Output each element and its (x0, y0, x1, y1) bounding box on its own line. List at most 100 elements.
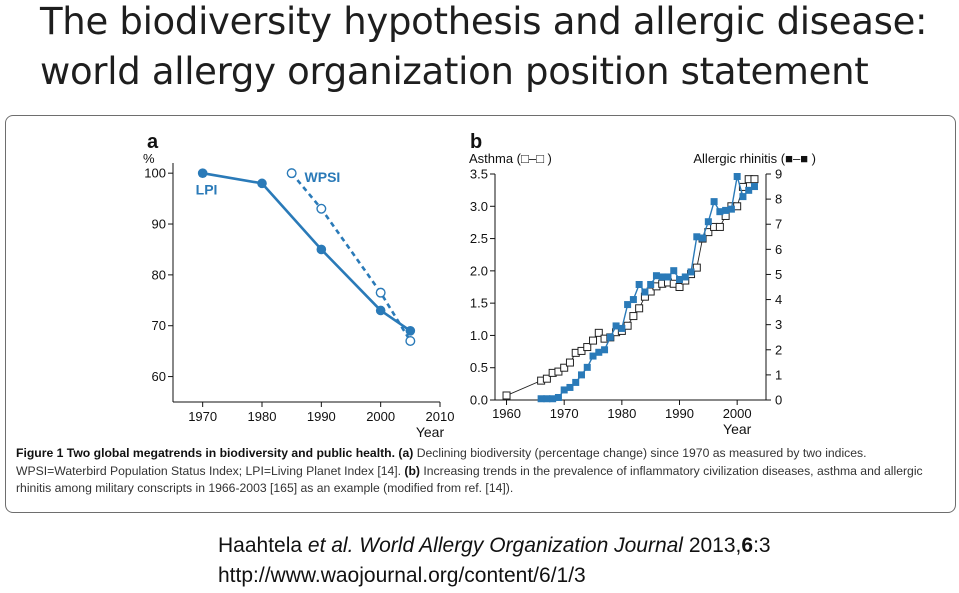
panel-a-y-tick-label: 100 (144, 166, 166, 181)
asthma-point (583, 343, 592, 352)
rhinitis-axis-tick-label: 3 (775, 317, 782, 332)
panel-a-ylabel: % (143, 151, 155, 166)
rhinitis-axis-tick-label: 2 (775, 342, 782, 357)
panel-b-x-tick-label: 1990 (665, 406, 694, 421)
panel-b-x-tick-label: 2000 (723, 406, 752, 421)
citation: Haahtela et al. World Allergy Organizati… (218, 534, 771, 558)
asthma-point (502, 391, 511, 400)
panel-b-x-tick-label: 1980 (607, 406, 636, 421)
rhinitis-point (595, 348, 603, 356)
caption-a-text: Declining biodiversity (percentage chang… (16, 446, 867, 478)
panel-a-x-tick-label: 1990 (307, 409, 336, 424)
rhinitis-axis-tick-label: 8 (775, 192, 782, 207)
asthma-point (594, 328, 603, 337)
lpi-point (375, 305, 386, 316)
rhinitis-axis-label: Allergic rhinitis (■–■ ) (693, 151, 816, 166)
rhinitis-point (537, 395, 545, 403)
lpi-point (197, 168, 208, 178)
wpsi-point (405, 335, 416, 346)
rhinitis-point (572, 378, 580, 386)
asthma-axis-tick-label: 3.5 (470, 167, 488, 182)
rhinitis-point (647, 280, 655, 288)
caption-b-text: Increasing trends in the prevalence of i… (16, 463, 923, 496)
asthma-point (565, 358, 574, 367)
asthma-axis-label: Asthma (□–□ ) (469, 151, 552, 166)
rhinitis-axis-tick-label: 5 (775, 267, 782, 282)
asthma-axis-tick-label: 0.5 (470, 360, 488, 375)
panel-a-y-tick-label: 60 (152, 369, 166, 384)
rhinitis-axis-tick-label: 0 (775, 393, 782, 408)
figure-caption: Figure 1 Two global megatrends in biodiv… (16, 445, 951, 498)
wpsi-series-label: WPSI (305, 169, 341, 185)
rhinitis-axis-tick-label: 4 (775, 292, 782, 307)
rhinitis-point (635, 280, 643, 288)
slide-title-line-2: world allergy organization position stat… (40, 50, 869, 93)
rhinitis-point (722, 206, 730, 214)
lpi-series-label: LPI (196, 182, 218, 198)
panel-b-xlabel: Year (723, 421, 752, 437)
rhinitis-axis-tick-label: 1 (775, 367, 782, 382)
rhinitis-point (676, 275, 684, 283)
asthma-axis-tick-label: 3.0 (470, 199, 488, 214)
caption-a-label: (a) (398, 446, 414, 460)
citation-url[interactable]: http://www.waojournal.org/content/6/1/3 (218, 564, 586, 587)
panel-a-x-tick-label: 2010 (426, 409, 455, 424)
rhinitis-point (566, 383, 574, 391)
rhinitis-point (601, 346, 609, 354)
rhinitis-point (589, 352, 597, 360)
asthma-point (629, 312, 638, 321)
citation-authors: Haahtela (218, 534, 303, 557)
figure-frame (5, 115, 956, 513)
asthma-point (560, 363, 569, 372)
asthma-point (635, 304, 644, 313)
rhinitis-point (560, 386, 568, 394)
panel-a-label: a (147, 131, 159, 153)
rhinitis-axis-tick-label: 7 (775, 217, 782, 232)
caption-b-label: (b) (404, 463, 420, 478)
rhinitis-point (583, 363, 591, 371)
slide-title-line-1: The biodiversity hypothesis and allergic… (40, 0, 928, 43)
rhinitis-point (745, 186, 753, 194)
asthma-point (692, 263, 701, 272)
rhinitis-point (606, 333, 614, 341)
rhinitis-point (716, 208, 724, 216)
citation-issue: :3 (753, 534, 771, 557)
lpi-point (257, 178, 267, 189)
rhinitis-axis-tick-label: 9 (775, 167, 782, 182)
rhinitis-point (658, 273, 666, 281)
rhinitis-point (629, 296, 637, 304)
panel-a-y-tick-label: 90 (152, 217, 166, 232)
asthma-point (715, 222, 724, 231)
rhinitis-point (652, 272, 660, 280)
asthma-point (675, 283, 684, 291)
panel-a-y-tick-label: 70 (152, 318, 166, 333)
wpsi-line (290, 172, 412, 342)
asthma-axis-tick-label: 2.0 (470, 263, 488, 278)
citation-year: 2013, (688, 534, 742, 557)
rhinitis-point (710, 198, 718, 206)
rhinitis-point (739, 193, 747, 201)
rhinitis-point (577, 371, 585, 379)
asthma-axis-tick-label: 0.0 (470, 393, 488, 408)
rhinitis-point (733, 173, 741, 181)
panel-a-xlabel: Year (416, 424, 445, 440)
rhinitis-point (612, 322, 620, 330)
panel-a-x-tick-label: 1970 (188, 409, 217, 424)
panel-a-y-tick-label: 80 (152, 267, 166, 282)
wpsi-point (316, 203, 327, 214)
caption-title: Figure 1 Two global megatrends in biodiv… (16, 446, 395, 460)
rhinitis-point (554, 393, 562, 401)
rhinitis-point (693, 233, 701, 241)
asthma-axis-tick-label: 1.0 (470, 328, 488, 343)
rhinitis-point (549, 395, 557, 403)
rhinitis-point (624, 301, 632, 309)
asthma-axis-tick-label: 2.5 (470, 231, 488, 246)
wpsi-point (286, 168, 297, 179)
citation-etal: et al. (307, 534, 354, 557)
rhinitis-point (670, 267, 678, 275)
citation-journal: World Allergy Organization Journal (359, 534, 683, 557)
asthma-point (542, 374, 551, 383)
asthma-point (750, 175, 759, 184)
rhinitis-point (543, 395, 551, 403)
